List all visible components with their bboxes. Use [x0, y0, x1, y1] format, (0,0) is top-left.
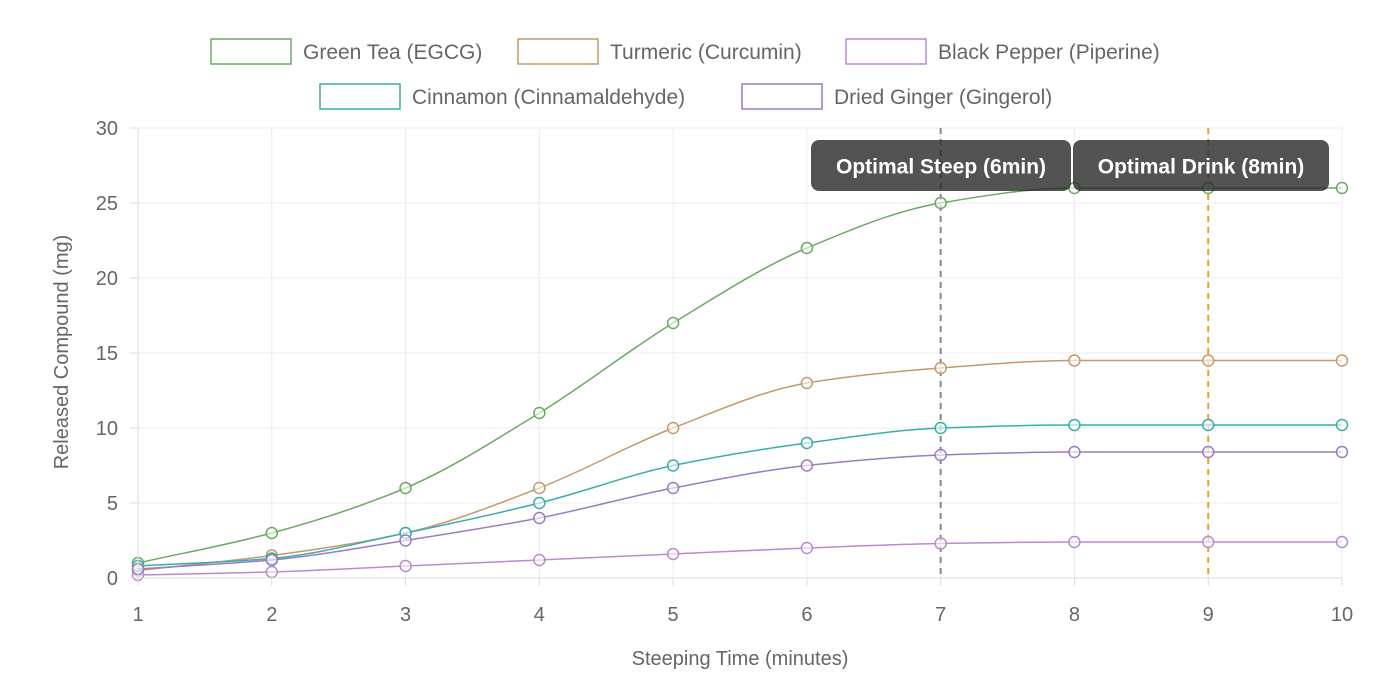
data-point[interactable]	[399, 559, 412, 573]
x-tick-label: 10	[1331, 604, 1353, 626]
data-point[interactable]	[1201, 354, 1215, 367]
series-line	[137, 451, 1342, 570]
data-point[interactable]	[934, 361, 947, 375]
series-group	[131, 535, 1349, 582]
x-tick-label: 4	[534, 604, 545, 626]
data-point[interactable]	[800, 541, 814, 555]
series-line	[137, 187, 1342, 564]
data-point[interactable]	[800, 241, 814, 255]
data-point[interactable]	[265, 553, 279, 567]
annotation-label-box	[1073, 140, 1329, 191]
data-point[interactable]	[1335, 535, 1349, 549]
series-line	[137, 424, 1342, 567]
y-tick-label: 5	[107, 493, 118, 515]
y-axis-title: Released Compound (mg)	[51, 235, 73, 470]
y-tick-label: 25	[96, 193, 118, 215]
annotation-labels: Optimal Steep (6min) Optimal Drink (8min)	[811, 140, 1329, 191]
legend-label: Turmeric (Curcumin)	[610, 41, 802, 64]
legend-swatch	[517, 38, 599, 65]
data-point[interactable]	[666, 316, 680, 330]
y-tick-label: 30	[96, 118, 118, 140]
data-point[interactable]	[934, 196, 947, 210]
series-line	[137, 359, 1342, 572]
series-line	[137, 541, 1342, 576]
legend-item[interactable]: Green Tea (EGCG)	[210, 38, 482, 65]
x-tick-label: 9	[1203, 604, 1214, 626]
legend-label: Cinnamon (Cinnamaldehyde)	[412, 86, 685, 109]
data-point[interactable]	[800, 436, 814, 450]
data-point[interactable]	[399, 534, 412, 547]
data-point[interactable]	[1335, 181, 1349, 195]
data-point[interactable]	[666, 421, 680, 435]
data-point[interactable]	[800, 376, 814, 390]
y-tick-label: 0	[107, 568, 118, 590]
data-point[interactable]	[1201, 445, 1215, 459]
legend-label: Dried Ginger (Gingerol)	[834, 86, 1052, 109]
x-tick-label: 5	[668, 604, 679, 626]
legend-swatch	[741, 83, 823, 110]
annotation-label-box	[811, 140, 1071, 191]
data-point[interactable]	[800, 459, 814, 472]
x-tick-label: 8	[1069, 604, 1080, 626]
axes: 0 5 10 15 20 25 30 1 2 3 4 5 6 7 8 9 10	[96, 118, 1353, 626]
legend-item[interactable]: Dried Ginger (Gingerol)	[741, 83, 1052, 110]
legend-label: Black Pepper (Piperine)	[938, 41, 1160, 64]
data-point[interactable]	[533, 511, 546, 525]
x-tick-label: 3	[400, 604, 411, 626]
data-point[interactable]	[1335, 418, 1349, 432]
data-point[interactable]	[934, 537, 947, 550]
legend-swatch	[845, 38, 927, 65]
data-point[interactable]	[399, 481, 412, 495]
data-point[interactable]	[1335, 445, 1349, 459]
y-tick-label: 15	[96, 343, 118, 365]
legend[interactable]: Green Tea (EGCG) Turmeric (Curcumin) Black…	[210, 38, 1160, 110]
data-point[interactable]	[533, 406, 546, 420]
series-layer	[131, 181, 1349, 582]
data-point[interactable]	[1201, 535, 1215, 549]
series-group	[131, 181, 1349, 570]
x-axis-title: Steeping Time (minutes)	[632, 648, 849, 670]
data-point[interactable]	[666, 547, 680, 561]
legend-swatch	[319, 83, 401, 110]
data-point[interactable]	[934, 448, 947, 462]
legend-item[interactable]: Black Pepper (Piperine)	[845, 38, 1160, 65]
legend-item[interactable]: Turmeric (Curcumin)	[517, 38, 802, 65]
legend-item[interactable]: Cinnamon (Cinnamaldehyde)	[319, 83, 685, 110]
x-tick-label: 1	[132, 604, 143, 626]
data-point[interactable]	[533, 481, 546, 495]
data-point[interactable]	[666, 481, 680, 495]
data-point[interactable]	[1335, 354, 1349, 367]
y-tick-label: 10	[96, 418, 118, 440]
legend-label: Green Tea (EGCG)	[303, 41, 482, 64]
data-point[interactable]	[265, 526, 279, 540]
series-group	[131, 445, 1349, 576]
series-group	[131, 354, 1349, 577]
data-point[interactable]	[1068, 445, 1081, 459]
annotation-label: Optimal Drink (8min)	[1073, 140, 1329, 191]
y-tick-label: 20	[96, 268, 118, 290]
x-tick-label: 2	[266, 604, 277, 626]
legend-swatch	[210, 38, 292, 65]
grid	[137, 127, 1343, 579]
data-point[interactable]	[1068, 535, 1081, 549]
annotation-label-text: Optimal Drink (8min)	[1098, 156, 1305, 179]
x-tick-label: 6	[801, 604, 812, 626]
annotation-lines	[939, 128, 1210, 578]
annotation-label-text: Optimal Steep (6min)	[836, 156, 1046, 179]
data-point[interactable]	[533, 496, 546, 510]
data-point[interactable]	[533, 553, 546, 567]
data-point[interactable]	[1068, 354, 1081, 367]
data-point[interactable]	[666, 459, 680, 472]
x-tick-label: 7	[935, 604, 946, 626]
data-point[interactable]	[265, 565, 279, 579]
data-point[interactable]	[1068, 418, 1081, 432]
annotation-label: Optimal Steep (6min)	[811, 140, 1071, 191]
data-point[interactable]	[934, 421, 947, 435]
data-point[interactable]	[1201, 418, 1215, 432]
